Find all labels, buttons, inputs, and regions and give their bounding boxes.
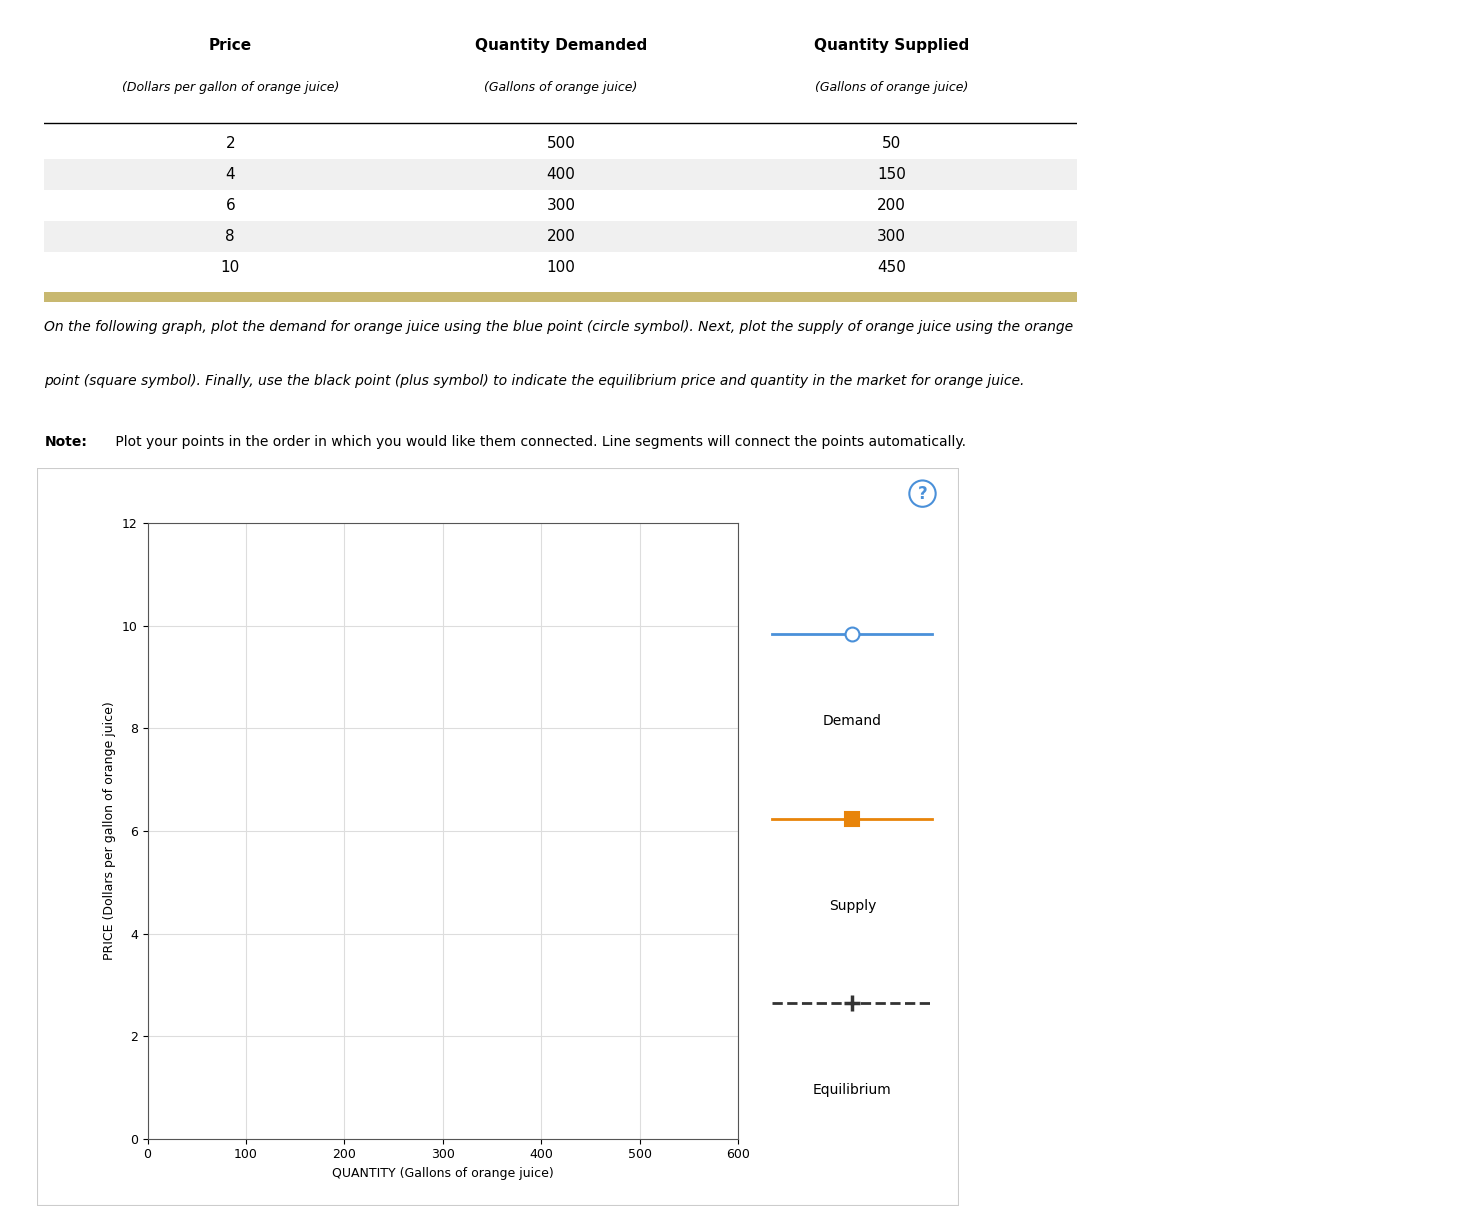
Text: (Dollars per gallon of orange juice): (Dollars per gallon of orange juice) [121,81,339,95]
Text: 150: 150 [877,167,906,182]
Text: Price: Price [208,38,252,53]
Y-axis label: PRICE (Dollars per gallon of orange juice): PRICE (Dollars per gallon of orange juic… [103,702,117,960]
X-axis label: QUANTITY (Gallons of orange juice): QUANTITY (Gallons of orange juice) [332,1167,554,1181]
Text: 300: 300 [877,229,906,244]
Text: Quantity Demanded: Quantity Demanded [475,38,646,53]
Text: 100: 100 [546,260,576,275]
Text: 6: 6 [226,198,235,213]
Text: On the following graph, plot the demand for orange juice using the blue point (c: On the following graph, plot the demand … [44,320,1073,334]
Text: Note:: Note: [44,436,87,449]
Text: 400: 400 [546,167,576,182]
Text: (Gallons of orange juice): (Gallons of orange juice) [815,81,968,95]
Text: Quantity Supplied: Quantity Supplied [813,38,970,53]
Text: 500: 500 [546,137,576,151]
FancyBboxPatch shape [37,468,959,1206]
Text: 8: 8 [226,229,235,244]
Text: 200: 200 [877,198,906,213]
Text: 50: 50 [881,137,902,151]
Text: 300: 300 [546,198,576,213]
Text: 200: 200 [546,229,576,244]
Text: 2: 2 [226,137,235,151]
Text: 4: 4 [226,167,235,182]
Text: Plot your points in the order in which you would like them connected. Line segme: Plot your points in the order in which y… [111,436,965,449]
Text: (Gallons of orange juice): (Gallons of orange juice) [484,81,638,95]
FancyBboxPatch shape [44,159,1077,190]
Text: 450: 450 [877,260,906,275]
Text: point (square symbol). Finally, use the black point (plus symbol) to indicate th: point (square symbol). Finally, use the … [44,374,1024,388]
Text: Equilibrium: Equilibrium [813,1083,892,1097]
Text: Supply: Supply [828,899,877,912]
Text: 10: 10 [220,260,241,275]
Text: Demand: Demand [824,714,881,728]
Text: ?: ? [918,485,927,502]
FancyBboxPatch shape [44,222,1077,252]
